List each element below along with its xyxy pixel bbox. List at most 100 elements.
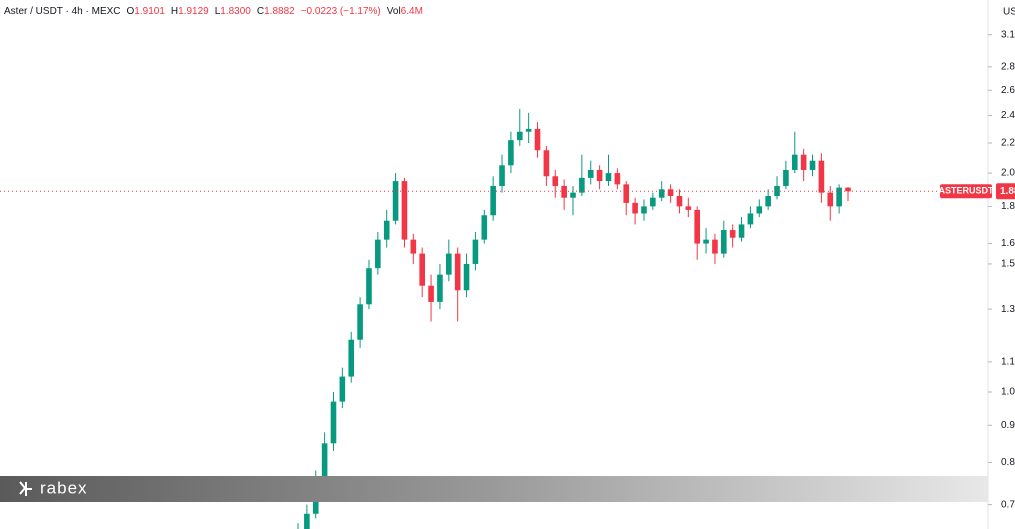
y-tick-label: 2.6 <box>1001 85 1015 96</box>
candle-body <box>330 401 337 444</box>
candle-body <box>401 181 408 240</box>
y-tick-label: 2.0 <box>1001 168 1015 179</box>
candle-body <box>375 239 381 269</box>
candle-body <box>525 128 532 132</box>
y-tick-label: 1.5 <box>1001 259 1015 270</box>
candle-body <box>490 185 496 216</box>
candle-body <box>800 154 807 170</box>
candle-body <box>774 185 780 197</box>
candle-body <box>836 187 842 207</box>
candle-body <box>827 192 834 207</box>
y-tick-label: 0.7 <box>1001 499 1015 510</box>
candle-body <box>809 160 816 170</box>
candle-body <box>561 185 567 198</box>
candle-body <box>587 169 594 178</box>
candle-body <box>508 140 514 166</box>
watermark-text: rabex <box>40 478 88 497</box>
ohlc-value: 1.8882 <box>264 6 295 17</box>
volume-value: 6.4M <box>401 6 423 17</box>
y-tick-label: 1.3 <box>1001 304 1015 315</box>
candle-body <box>304 513 310 529</box>
ohlc-label: H <box>171 6 178 17</box>
candle-body <box>472 239 479 264</box>
price-badge-symbol-text: ASTERUSDT <box>938 186 994 196</box>
y-tick-label: 0.8 <box>1001 457 1015 468</box>
y-tick-label: 0.9 <box>1001 420 1015 431</box>
candle-body <box>392 181 399 221</box>
candle-body <box>516 131 523 141</box>
candle-body <box>703 239 709 244</box>
candle-body <box>552 176 559 186</box>
candle-body <box>579 177 585 193</box>
candle-body <box>383 220 390 240</box>
candle-body <box>641 206 647 214</box>
y-tick-label: 1.8 <box>1001 201 1015 212</box>
currency: USD <box>1003 7 1015 18</box>
candle-body <box>845 187 851 192</box>
candle-body <box>694 209 700 244</box>
candle-body <box>712 239 718 254</box>
candle-body <box>481 215 488 240</box>
candle-body <box>410 239 417 254</box>
y-tick-label: 2.2 <box>1001 138 1015 149</box>
candle-body <box>818 160 825 193</box>
candle-body <box>650 197 656 207</box>
candle-body <box>632 202 638 214</box>
candle-body <box>570 192 576 198</box>
candle-body <box>339 376 346 402</box>
y-tick-label: 2.4 <box>1001 110 1015 121</box>
candle-body <box>658 189 665 198</box>
price-badge <box>996 183 1015 200</box>
candle-body <box>428 285 434 302</box>
ohlc-label: O <box>127 6 135 17</box>
y-tick-label: 1.0 <box>1001 387 1015 398</box>
candle-body <box>756 206 763 214</box>
symbol: Aster / USDT · 4h · MEXC <box>4 6 121 17</box>
watermark-logo <box>19 481 32 496</box>
candle-body <box>614 173 621 185</box>
ohlc-label: C <box>257 6 264 17</box>
candle-body <box>463 263 470 291</box>
candle-body <box>348 339 355 377</box>
candle-body <box>623 184 630 203</box>
y-tick-label: 1.6 <box>1001 238 1015 249</box>
candle-body <box>499 165 505 186</box>
candle-body <box>321 443 328 483</box>
candle-body <box>596 169 603 182</box>
candle-body <box>446 253 452 275</box>
candle-body <box>357 304 363 340</box>
candle-body <box>534 128 541 151</box>
candle-body <box>605 173 612 182</box>
candle-body <box>366 268 372 305</box>
y-tick-label: 2.8 <box>1001 61 1015 72</box>
candle-body <box>543 150 550 177</box>
ohlc-value: 1.9101 <box>134 6 165 17</box>
change: −0.0223 (−1.17%) <box>301 6 381 17</box>
candle-body <box>419 253 425 286</box>
header: Aster / USDT · 4h · MEXC O1.9101 H1.9129 L1… <box>4 6 423 17</box>
price-badge-symbol <box>940 184 992 199</box>
volume-label: Vol <box>387 6 401 17</box>
candle-body <box>721 230 727 254</box>
watermark-bar <box>0 476 988 502</box>
candle-body <box>454 253 461 291</box>
candle-body <box>437 274 443 302</box>
y-tick-label: 1.1 <box>1001 357 1015 368</box>
candle-body <box>667 189 674 197</box>
candle-body <box>738 224 745 238</box>
candle-body <box>783 169 789 186</box>
y-tick-label: 3.1 <box>1001 29 1015 40</box>
candle-body <box>765 196 771 207</box>
candle-body <box>791 154 798 170</box>
ohlc-value: 1.8300 <box>220 6 251 17</box>
candle-body <box>676 196 683 207</box>
ohlc-value: 1.9129 <box>178 6 209 17</box>
candle-body <box>685 206 692 210</box>
candle-body <box>747 213 754 225</box>
ohlc-label: L <box>215 6 221 17</box>
price-badge-text: 1.8882 <box>1000 186 1015 197</box>
candle-body <box>729 230 736 238</box>
